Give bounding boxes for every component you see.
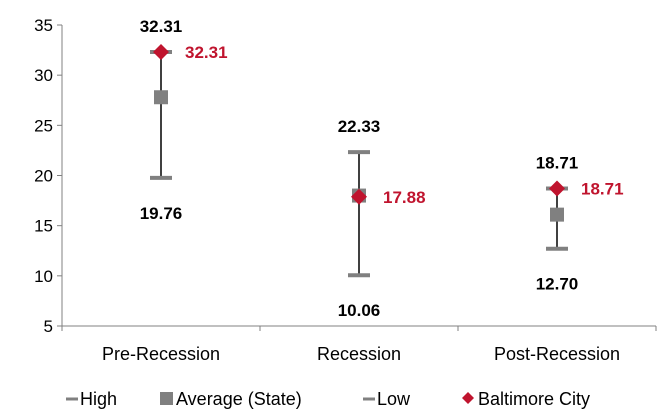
legend-baltimore-symbol <box>462 392 474 404</box>
low-value-label: 10.06 <box>338 301 381 320</box>
legend-high-label: High <box>80 389 117 409</box>
x-tick-labels: Pre-Recession Recession Post-Recession <box>102 344 620 364</box>
y-tick-label: 30 <box>34 66 53 85</box>
baltimore-marker <box>549 180 565 197</box>
x-tick-label: Pre-Recession <box>102 344 220 364</box>
x-tick-label: Post-Recession <box>494 344 620 364</box>
low-value-label: 19.76 <box>140 204 183 223</box>
data-marks <box>150 43 568 278</box>
average-marker <box>550 207 564 222</box>
baltimore-marker <box>153 43 169 60</box>
high-value-label: 18.71 <box>536 153 579 172</box>
y-tick-label: 35 <box>34 16 53 35</box>
y-ticks: 5 10 15 20 25 30 35 <box>34 16 657 336</box>
baltimore-value-label: 17.88 <box>383 188 426 207</box>
legend-baltimore-label: Baltimore City <box>478 389 590 409</box>
legend-average-label: Average (State) <box>176 389 302 409</box>
baltimore-value-label: 32.31 <box>185 43 228 62</box>
baltimore-value-label: 18.71 <box>581 179 624 198</box>
legend-average-symbol <box>160 392 173 405</box>
high-value-label: 22.33 <box>338 117 381 136</box>
y-tick-label: 15 <box>34 217 53 236</box>
baltimore-marker <box>351 188 367 205</box>
legend: High Average (State) Low Baltimore City <box>66 389 590 409</box>
low-value-label: 12.70 <box>536 275 579 294</box>
high-value-label: 32.31 <box>140 17 183 36</box>
average-marker <box>154 90 168 105</box>
x-tick-label: Recession <box>317 344 401 364</box>
y-tick-label: 20 <box>34 167 53 186</box>
data-labels: 32.31 19.76 32.31 22.33 10.06 17.88 18.71 12.70… <box>140 17 624 320</box>
y-tick-label: 25 <box>34 116 53 135</box>
y-tick-label: 5 <box>44 317 53 336</box>
legend-low-label: Low <box>377 389 411 409</box>
y-tick-label: 10 <box>34 267 53 286</box>
